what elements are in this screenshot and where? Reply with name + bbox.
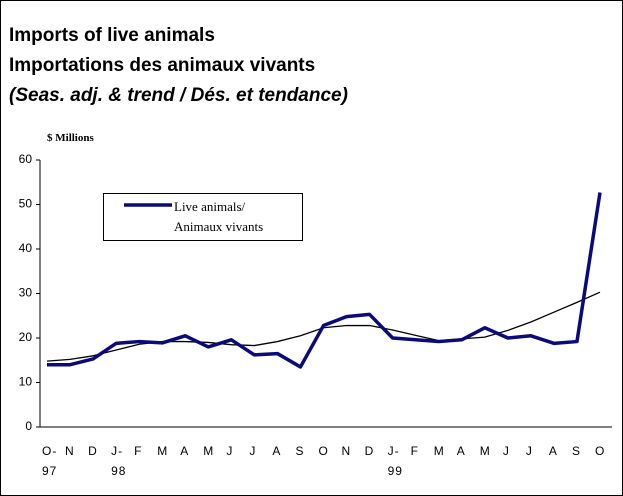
series-line (47, 192, 602, 369)
x-tick-label: M (479, 444, 491, 458)
chart-subtitle: Importations des animaux vivants (9, 55, 316, 76)
x-tick-label: A (548, 444, 558, 458)
y-tick-label: 30 (19, 286, 33, 300)
x-tick-label: M (433, 444, 445, 458)
x-tick-label: M (157, 444, 169, 458)
y-tick-label: 50 (19, 197, 33, 211)
x-tick-label: J (502, 444, 510, 458)
y-tick-label: 40 (19, 241, 33, 255)
y-tick-label: 0 (25, 419, 32, 433)
x-tick-label: A (180, 444, 190, 458)
chart-title: Imports of live animals (9, 25, 215, 46)
x-tick-label: N (341, 444, 352, 458)
chart-note: (Seas. adj. & trend / Dés. et tendance) (9, 85, 348, 106)
legend-label: Live animals/ Animaux vivants (174, 199, 264, 234)
y-axis-label: $ Millions (47, 132, 94, 144)
legend: Live animals/ Animaux vivants (103, 193, 303, 241)
x-tick-label: O (595, 444, 606, 458)
x-tick-label: J- 99 (387, 444, 403, 478)
x-tick-label: J (525, 444, 533, 458)
x-tick-label: N (65, 444, 75, 458)
legend-swatch-box (124, 203, 172, 207)
x-tick-label: O- 97 (42, 444, 58, 478)
x-tick-label: J (226, 444, 234, 458)
y-tick-label: 60 (19, 152, 33, 166)
x-tick-label: F (410, 444, 419, 458)
x-tick-label: M (203, 444, 215, 458)
x-tick-label: J (249, 444, 257, 458)
y-tick-label: 10 (19, 375, 33, 389)
y-tick-label: 20 (19, 330, 33, 344)
x-tick-label: J- 98 (111, 444, 127, 478)
x-tick-label: S (295, 444, 305, 458)
x-tick-label: A (456, 444, 466, 458)
x-tick-label: F (134, 444, 143, 458)
x-tick-label: A (272, 444, 282, 458)
x-tick-label: S (571, 444, 581, 458)
x-tick-label: D (364, 444, 375, 458)
x-tick-label: D (88, 444, 98, 458)
x-tick-label: O (318, 444, 329, 458)
